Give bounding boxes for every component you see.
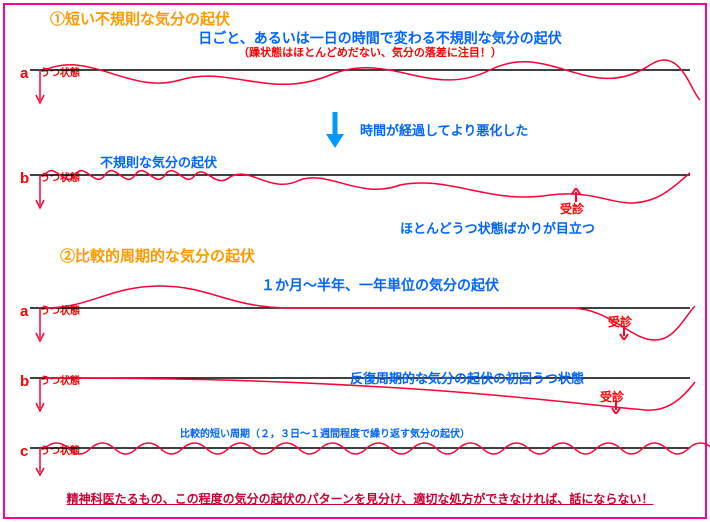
- s1-row-b-label: b: [20, 170, 29, 187]
- s1-row-b-footer: ほとんどうつ状態ばかりが目立つ: [400, 218, 595, 237]
- s1-row-b-visit: 受診: [560, 200, 584, 217]
- s1-row-a-label: a: [20, 65, 28, 82]
- section2-title: ②比較的周期的な気分の起伏: [60, 245, 255, 266]
- wave-periodic-long: [45, 286, 695, 340]
- s2-row-c-chart: [30, 430, 700, 475]
- s2-row-a-label: a: [20, 303, 28, 320]
- transition-arrow: [320, 110, 350, 150]
- visit-arrow-icon: [618, 326, 630, 340]
- s1-row-a-chart: [30, 45, 700, 105]
- s2-row-c-label: c: [20, 443, 28, 460]
- transition-note: 時間が経過してより悪化した: [360, 120, 528, 139]
- s2-row-b-subtitle: 反復周期的な気分の起伏の初回うつ状態: [350, 368, 584, 387]
- wave-irregular-slow: [45, 60, 700, 100]
- section1-title: ①短い不規則な気分の起伏: [50, 8, 230, 29]
- s2-row-a-chart: [30, 278, 700, 348]
- s2-row-b-label: b: [20, 373, 29, 390]
- s1-row-b-chart: [30, 155, 700, 215]
- visit-arrow-icon: [610, 400, 622, 414]
- footer-text: 精神科医たるもの、この程度の気分の起伏のパターンを見分け、適切な処方ができなけれ…: [30, 490, 690, 507]
- visit-arrow-icon: [570, 188, 582, 202]
